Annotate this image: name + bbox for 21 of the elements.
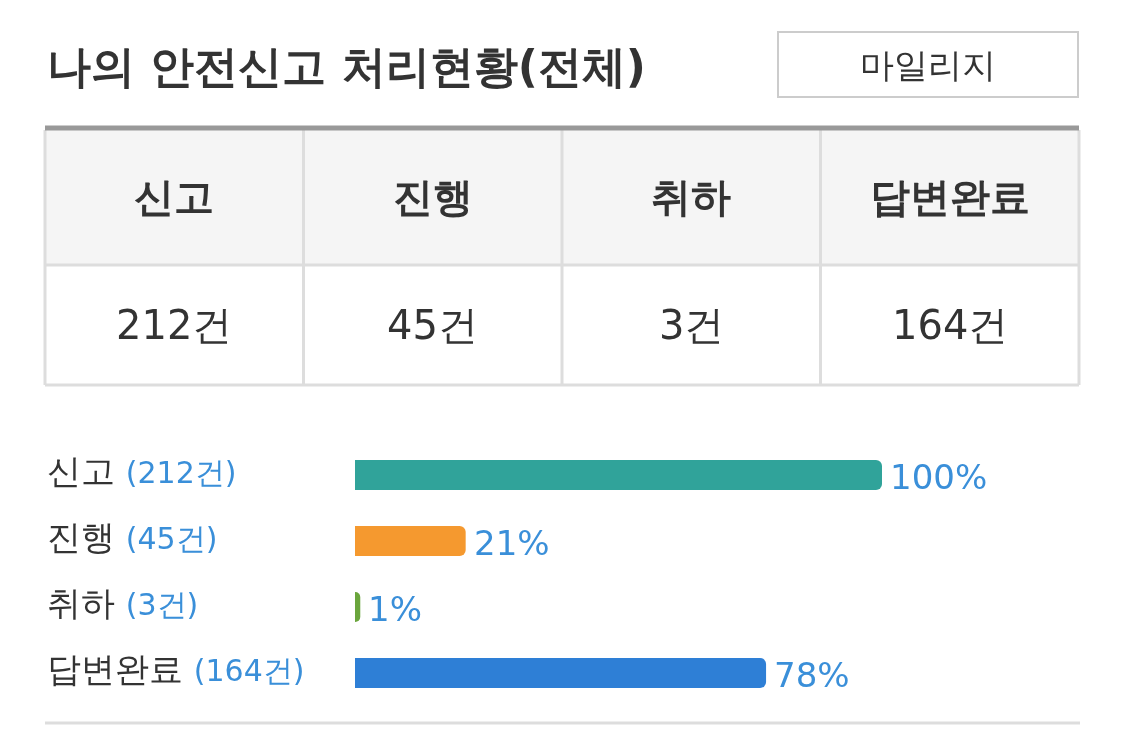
bar <box>355 460 882 490</box>
data-label: 21% <box>474 523 550 563</box>
category-label: 진행 <box>393 174 473 220</box>
text: 212건 <box>116 302 233 348</box>
y-tick-label: 신고 (212건) <box>47 451 237 491</box>
y-tick-label: 답변완료 (164건) <box>47 649 305 689</box>
text: 3건 <box>659 302 725 348</box>
text: 나의 안전신고 처리현황(전체) <box>47 41 646 92</box>
category-label: 취하 <box>651 174 731 220</box>
data-label: 78% <box>774 655 850 695</box>
category-label: 신고 <box>134 174 214 220</box>
text: 45건 <box>387 302 478 348</box>
text: 마일리지 <box>860 45 996 85</box>
y-tick-label: 취하 (3건) <box>47 583 199 623</box>
data-label: 1% <box>368 589 422 629</box>
y-tick-label: 진행 (45건) <box>47 517 218 557</box>
data-label: 100% <box>890 457 988 497</box>
bar <box>355 658 767 688</box>
text: 164건 <box>892 302 1009 348</box>
bar <box>355 526 466 556</box>
category-label: 답변완료 <box>870 174 1030 220</box>
